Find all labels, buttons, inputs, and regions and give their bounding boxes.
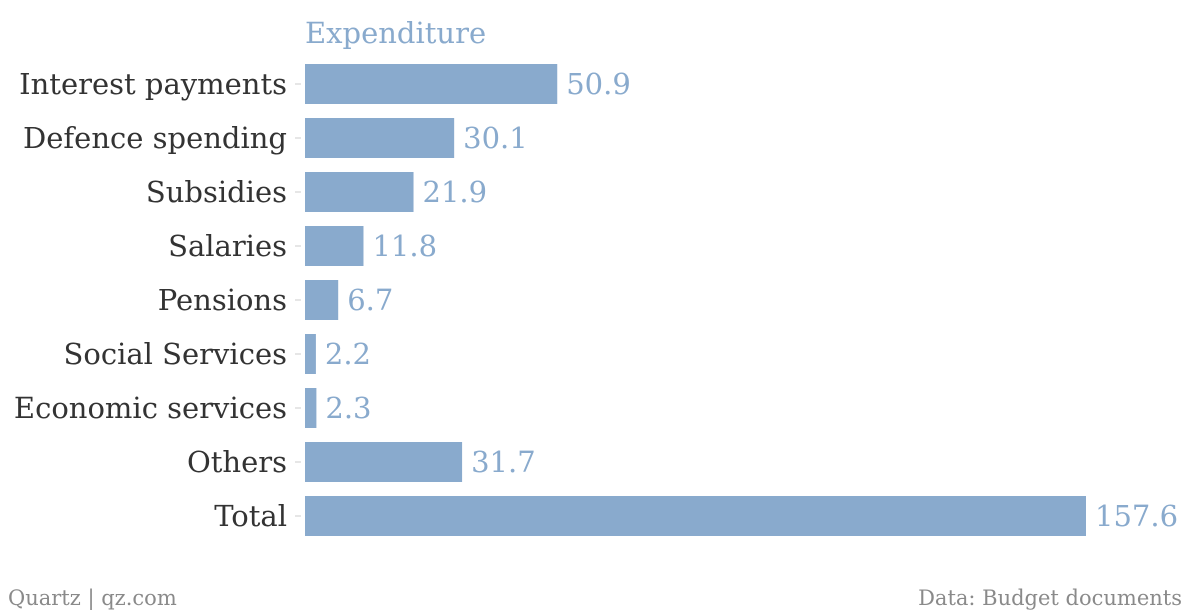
category-label: Economic services <box>14 391 287 425</box>
bars-group: Interest payments 50.9 Defence spending 30.… <box>14 64 1178 536</box>
value-label: 31.7 <box>471 445 536 479</box>
value-label: 11.8 <box>372 229 437 263</box>
category-label: Others <box>187 445 287 479</box>
bar <box>305 334 316 374</box>
value-label: 157.6 <box>1095 499 1178 533</box>
bar <box>305 496 1086 536</box>
category-label: Total <box>214 499 287 533</box>
bar <box>305 442 463 482</box>
value-label: 21.9 <box>423 175 488 209</box>
value-label: 6.7 <box>347 283 393 317</box>
category-label: Interest payments <box>19 67 287 101</box>
category-label: Social Services <box>64 337 287 371</box>
value-label: 2.3 <box>325 391 371 425</box>
bar <box>305 64 558 104</box>
category-label: Salaries <box>168 229 287 263</box>
bar <box>305 172 414 212</box>
data-source: Data: Budget documents <box>918 586 1182 610</box>
series-title: Expenditure <box>305 16 486 50</box>
category-label: Pensions <box>158 283 287 317</box>
bar <box>305 118 455 158</box>
value-label: 2.2 <box>325 337 371 371</box>
source-credit: Quartz | qz.com <box>8 586 177 610</box>
category-label: Subsidies <box>146 175 287 209</box>
value-label: 50.9 <box>566 67 631 101</box>
bar <box>305 280 339 320</box>
value-label: 30.1 <box>463 121 528 155</box>
bar <box>305 388 317 428</box>
category-label: Defence spending <box>23 121 287 155</box>
bar <box>305 226 364 266</box>
